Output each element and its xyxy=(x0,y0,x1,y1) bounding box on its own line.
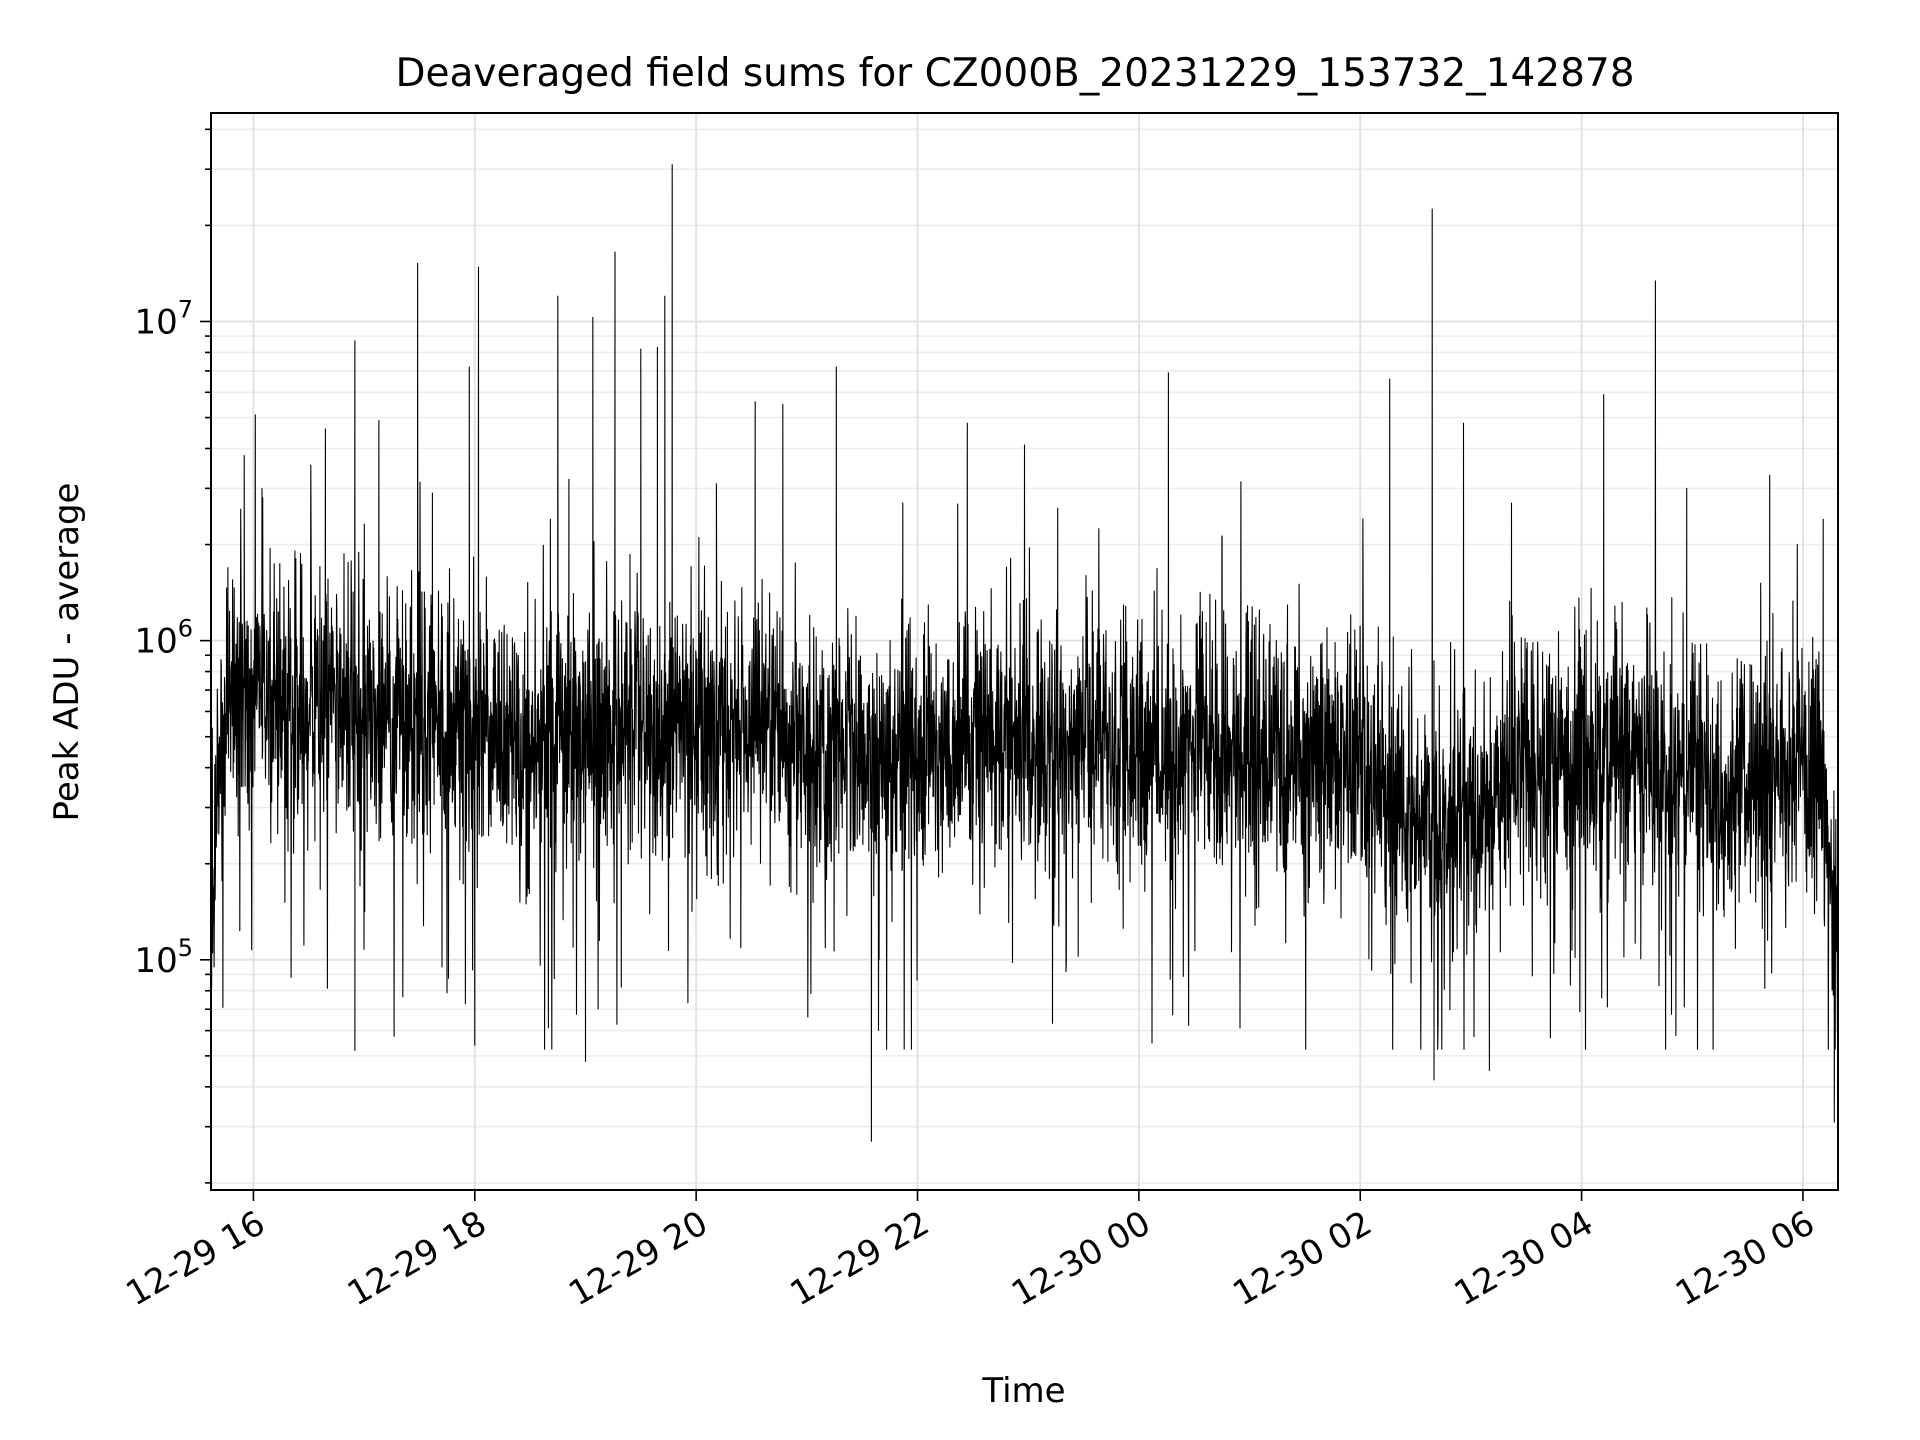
y-axis: 105 106 107 xyxy=(134,128,211,1184)
chart-title: Deaveraged field sums for CZ000B_2023122… xyxy=(395,51,1634,96)
y-axis-label: Peak ADU - average xyxy=(47,483,87,822)
x-axis-label: Time xyxy=(981,1371,1065,1411)
plot-area xyxy=(210,112,1839,1191)
series-line xyxy=(210,164,1839,1142)
y-tick-label: 107 xyxy=(134,295,193,342)
y-tick-label: 105 xyxy=(134,934,193,981)
data-series xyxy=(210,164,1839,1142)
y-tick-label: 106 xyxy=(134,615,193,662)
